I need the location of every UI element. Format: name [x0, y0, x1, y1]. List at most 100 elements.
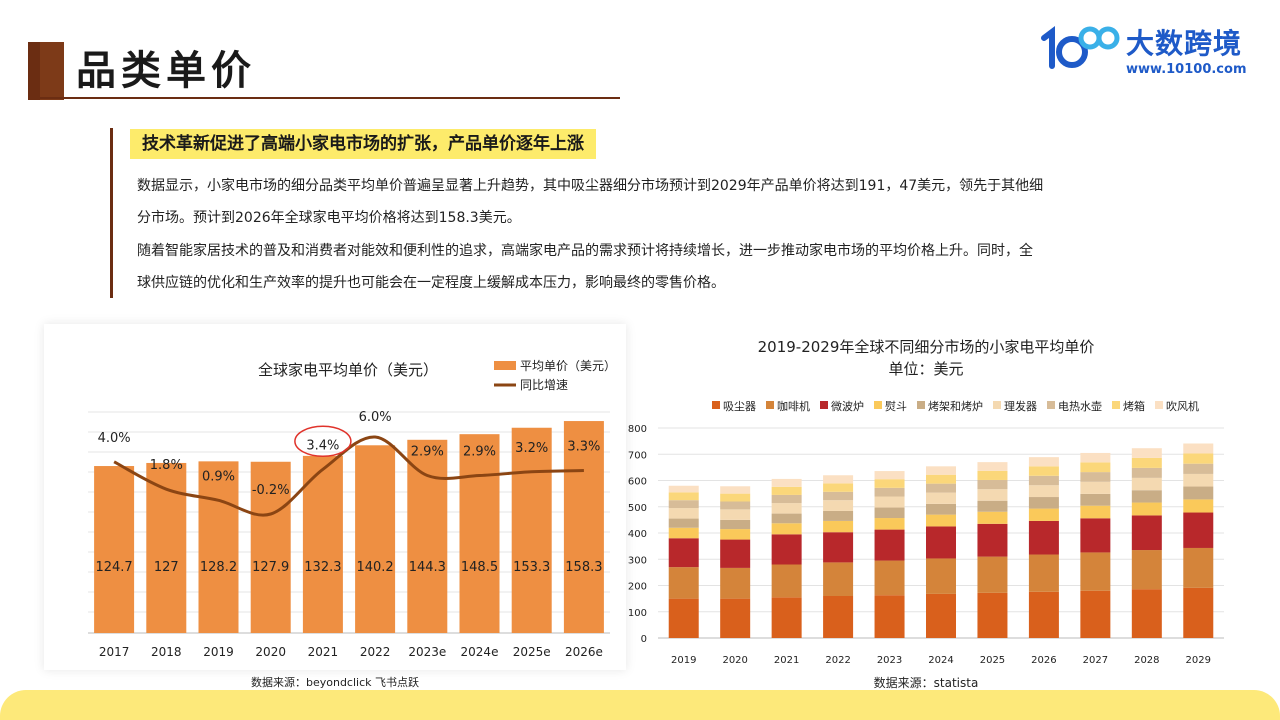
- bar-segment: [977, 500, 1008, 512]
- bar-segment: [926, 503, 956, 515]
- line-value-label: 1.8%: [150, 458, 183, 473]
- chart-title: 2019-2029年全球不同细分市场的小家电平均单价: [758, 338, 1095, 356]
- legend-swatch: [712, 401, 720, 409]
- bar-segment: [1080, 462, 1111, 473]
- bar-segment: [668, 538, 699, 568]
- legend-label: 电热水壶: [1058, 399, 1102, 413]
- logo-mark-icon: [1041, 26, 1120, 69]
- bar-segment: [874, 471, 905, 480]
- y-tick-label: 100: [628, 608, 647, 619]
- y-tick-label: 400: [628, 529, 647, 540]
- legend-swatch: [820, 401, 828, 409]
- bar: [459, 434, 500, 633]
- legend-label: 熨斗: [885, 399, 907, 413]
- bar-segment: [977, 592, 1008, 638]
- bar: [250, 461, 291, 633]
- bar-segment: [668, 485, 699, 493]
- bar-segment: [977, 511, 1008, 524]
- x-tick-label: 2023: [877, 655, 902, 666]
- bar-segment: [1028, 508, 1059, 521]
- bar-segment: [1183, 463, 1214, 474]
- legend-swatch: [917, 401, 925, 409]
- bar-segment: [874, 529, 905, 561]
- page-title: 品类单价: [76, 48, 256, 94]
- bar-segment: [874, 560, 905, 596]
- bar-segment: [771, 564, 802, 598]
- bar-value-label: 127: [154, 560, 179, 575]
- bar-segment: [874, 479, 905, 488]
- legend-swatch: [1155, 401, 1163, 409]
- section-rule: [110, 128, 113, 298]
- bar-segment: [926, 492, 956, 504]
- bar-segment: [1131, 467, 1162, 478]
- x-tick-label: 2022: [825, 655, 850, 666]
- legend-line-label: 同比增速: [520, 378, 568, 392]
- paragraph-line: 分市场。预计到2026年全球家电平均价格将达到158.3美元。: [137, 210, 521, 226]
- bar-segment: [720, 509, 751, 520]
- x-tick-label: 2025e: [513, 645, 551, 659]
- x-axis-labels: 2019 2020 2021 2022 2023 2024 2025 2026 2027 2028…: [671, 655, 1211, 666]
- line-value-label: 2.9%: [411, 445, 444, 460]
- x-tick-label: 2017: [99, 645, 130, 659]
- bar-segment: [1080, 505, 1111, 519]
- bar-value-label: 144.3: [409, 560, 446, 575]
- bar-segment: [823, 510, 854, 521]
- bar-value-label: 140.2: [356, 560, 393, 575]
- bar-segment: [771, 486, 802, 495]
- bar-value-label: 127.9: [252, 560, 289, 575]
- y-tick-label: 800: [628, 424, 647, 435]
- bar-segment: [1028, 554, 1059, 592]
- legend-label: 吸尘器: [723, 400, 756, 413]
- y-tick-label: 600: [628, 477, 647, 488]
- bar-segment: [668, 518, 699, 528]
- bar-segment: [823, 520, 854, 533]
- paragraph-line: 数据显示，小家电市场的细分品类平均单价普遍呈显著上升趋势，其中吸尘器细分市场预计…: [137, 178, 1044, 194]
- bar-segment: [823, 475, 854, 484]
- x-tick-label: 2020: [255, 645, 286, 659]
- bar-segment: [977, 479, 1008, 490]
- bar-segment: [874, 595, 905, 638]
- bar-segment: [668, 527, 699, 539]
- bar-segment: [1080, 518, 1111, 553]
- bar-segment: [1183, 443, 1214, 454]
- bar-segment: [1131, 550, 1162, 590]
- x-tick-label: 2020: [722, 655, 747, 666]
- bar-segment: [771, 513, 802, 524]
- bar-segment: [771, 494, 802, 504]
- bar-labels: 124.7 127 128.2 127.9 132.3 140.2 144.3 148.5 15…: [95, 560, 602, 575]
- bar-segment: [977, 489, 1008, 501]
- bar-segment: [1183, 547, 1214, 588]
- bar-segment: [1183, 587, 1214, 638]
- x-tick-label: 2027: [1083, 655, 1108, 666]
- bar-segment: [720, 529, 751, 540]
- bar-segment: [1183, 473, 1214, 487]
- y-tick-label: 500: [628, 503, 647, 514]
- bar-segment: [823, 562, 854, 596]
- line-value-label: 3.2%: [515, 441, 548, 456]
- legend-label: 微波炉: [831, 399, 864, 413]
- bar: [146, 462, 187, 633]
- chart-source: 数据来源：statista: [874, 675, 979, 690]
- x-tick-label: 2024: [928, 655, 953, 666]
- bar-value-label: 158.3: [565, 560, 602, 575]
- x-tick-label: 2022: [360, 645, 391, 659]
- y-tick-label: 0: [641, 634, 647, 645]
- x-tick-label: 2025: [980, 655, 1005, 666]
- legend-swatch: [993, 401, 1001, 409]
- bar-segment: [1028, 497, 1059, 509]
- bar-segment: [1080, 590, 1111, 638]
- bar-segment: [668, 500, 699, 509]
- bar: [355, 445, 396, 633]
- line-value-label: -0.2%: [252, 483, 290, 498]
- bar-segment: [926, 514, 956, 527]
- x-axis-labels: 2017 2018 2019 2020 2021 2022 2023e 2024e 2025e 2…: [99, 645, 603, 659]
- line-labels: 4.0% 1.8% 0.9% -0.2% 3.4% 6.0% 2.9% 2.9% 3.2% 3.3…: [98, 410, 601, 498]
- bar-segment: [1131, 448, 1162, 458]
- line-value-label: 3.4%: [306, 438, 339, 453]
- bar-segment: [977, 556, 1008, 593]
- footer-band: [0, 690, 1280, 720]
- bar-segment: [668, 508, 699, 519]
- bar-segment: [1028, 466, 1059, 476]
- y-tick-label: 200: [628, 582, 647, 593]
